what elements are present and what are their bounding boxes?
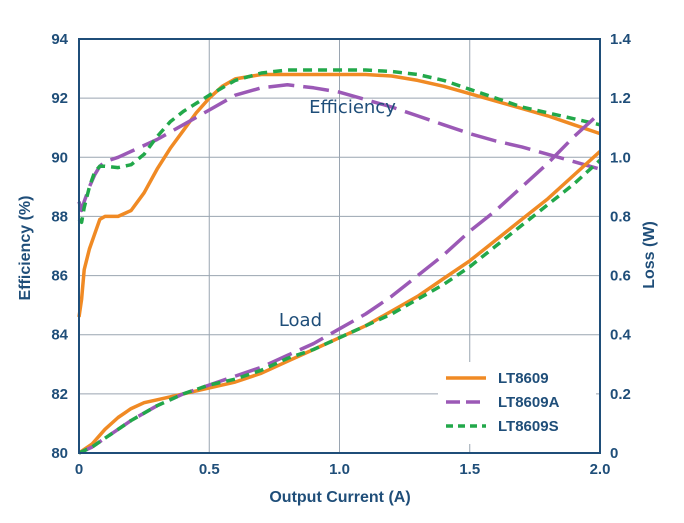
series-line-lt8609s-efficiency [77,68,601,225]
legend: LT8609 LT8609A LT8609S [438,362,596,444]
y-tick-label-left: 84 [51,327,68,344]
y-tick-label-right: 0.8 [610,208,631,225]
y-tick-label-left: 92 [51,90,68,107]
annotation-efficiency: Efficiency [309,97,396,118]
y-tick-label-right: 1.0 [610,149,631,166]
legend-background [438,362,596,444]
x-tick-label: 2.0 [590,461,611,478]
x-tick-label: 1.5 [459,461,480,478]
y-tick-label-right: 0.2 [610,386,631,403]
legend-label: LT8609S [498,418,559,435]
annotations: Efficiency Load [279,97,396,331]
y-tick-label-left: 80 [51,445,68,462]
y-axis-title-right: Loss (W) [641,221,658,289]
y-tick-label-right: 0 [610,445,618,462]
legend-label: LT8609A [498,394,560,411]
series-line-lt8609s-loss [78,158,602,455]
x-tick-label: 0.5 [199,461,220,478]
x-tick-label: 0 [75,461,83,478]
y-tick-label-right: 1.4 [610,31,632,48]
annotation-load: Load [279,310,322,331]
x-axis-title: Output Current (A) [269,489,410,506]
tick-labels: 0 0.5 1.0 1.5 2.0 80 82 84 86 88 90 92 94 0 0.2 0.4 0.6 0… [51,31,631,478]
x-tick-label: 1.0 [329,461,350,478]
legend-label: LT8609 [498,370,549,387]
y-tick-label-right: 0.4 [610,327,632,344]
grid [79,39,600,453]
plot-frame [78,38,601,454]
y-tick-label-left: 90 [51,149,68,166]
y-tick-label-right: 0.6 [610,268,631,285]
y-tick-label-left: 94 [51,31,68,48]
y-tick-label-left: 88 [51,208,68,225]
series-line-lt8609a-efficiency [77,83,601,213]
y-tick-label-left: 86 [51,268,68,285]
y-tick-label-right: 1.2 [610,90,631,107]
y-tick-label-left: 82 [51,386,68,403]
y-axis-title-left: Efficiency (%) [17,196,34,301]
series-group [77,68,602,455]
